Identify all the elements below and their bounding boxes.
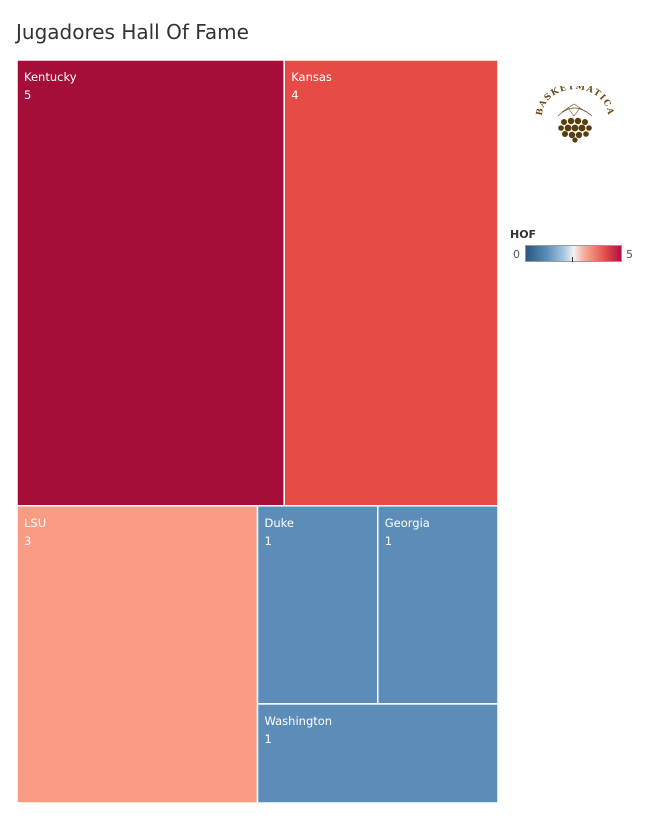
cell-value-georgia: 1: [385, 534, 392, 548]
legend-tick: [572, 257, 573, 262]
cell-label-washington: Washington: [265, 714, 333, 728]
cell-value-kansas: 4: [291, 88, 298, 102]
cell-value-kentucky: 5: [24, 88, 31, 102]
cell-value-lsu: 3: [24, 534, 31, 548]
cell-label-lsu: LSU: [24, 516, 46, 530]
cell-label-kentucky: Kentucky: [24, 70, 77, 84]
treemap-cell-kansas[interactable]: [283, 59, 499, 507]
chart-title: Jugadores Hall Of Fame: [16, 20, 249, 44]
legend-color-bar: [525, 245, 622, 262]
svg-text:BASKETMÁTICA: BASKETMÁTICA: [535, 86, 614, 116]
logo-text: BASKETMÁTICA: [535, 86, 614, 116]
treemap-cell-washington[interactable]: [256, 703, 499, 804]
cell-value-duke: 1: [265, 534, 272, 548]
treemap-cell-kentucky[interactable]: [16, 59, 285, 507]
cell-label-kansas: Kansas: [291, 70, 332, 84]
treemap-cell-lsu[interactable]: [16, 505, 259, 804]
cell-label-georgia: Georgia: [385, 516, 430, 530]
legend-max-label: 5: [626, 248, 633, 261]
basketmatica-logo: BASKETMÁTICA: [535, 86, 614, 143]
treemap-cell-georgia[interactable]: [377, 505, 499, 705]
legend-title: HOF: [510, 228, 537, 241]
cell-label-duke: Duke: [265, 516, 294, 530]
cell-value-washington: 1: [265, 732, 272, 746]
legend-min-label: 0: [513, 248, 520, 261]
treemap-cell-duke[interactable]: [256, 505, 379, 705]
